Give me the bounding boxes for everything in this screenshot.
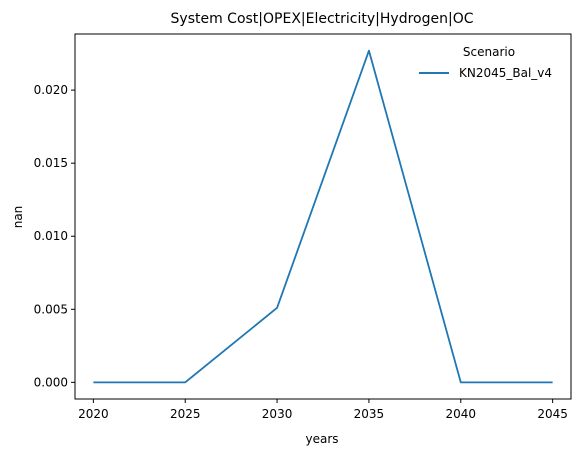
legend: Scenario KN2045_Bal_v4 [419, 45, 552, 80]
y-tick-label: 0.020 [34, 83, 68, 97]
x-tick-label: 2030 [262, 407, 293, 421]
series-layer [93, 49, 553, 384]
y-axis-label: nan [11, 206, 25, 229]
x-tick-label: 2045 [537, 407, 568, 421]
x-tick-label: 2020 [78, 407, 109, 421]
y-tick-label: 0.010 [34, 229, 68, 243]
y-tick-label: 0.005 [34, 302, 68, 316]
x-tick-label: 2035 [354, 407, 385, 421]
legend-title: Scenario [463, 45, 515, 59]
y-axis-ticks: 0.000 0.005 0.010 0.015 0.020 [34, 83, 75, 389]
y-tick-label: 0.000 [34, 375, 68, 389]
x-axis-ticks: 2020 2025 2030 2035 2040 2045 [78, 399, 568, 421]
x-tick-label: 2025 [170, 407, 201, 421]
x-axis-label: years [305, 432, 338, 446]
y-tick-label: 0.015 [34, 156, 68, 170]
legend-label: KN2045_Bal_v4 [459, 66, 552, 80]
x-tick-label: 2040 [446, 407, 477, 421]
plot-area [74, 33, 572, 400]
series-line [93, 49, 553, 384]
chart-title: System Cost|OPEX|Electricity|Hydrogen|OC [171, 11, 474, 27]
